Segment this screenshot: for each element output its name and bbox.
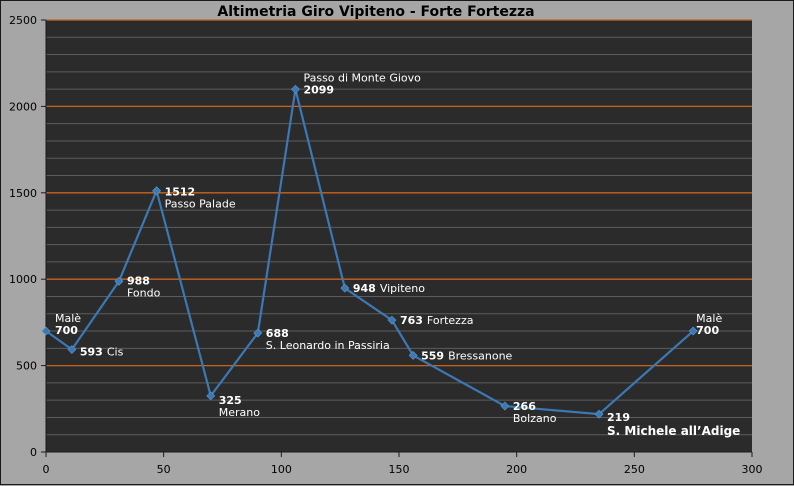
y-tick-label: 2500: [9, 14, 37, 27]
y-tick-label: 0: [30, 446, 37, 459]
point-name: Bressanone: [448, 349, 512, 362]
point-value: 1512: [165, 186, 196, 199]
grid-lines: [45, 19, 752, 453]
data-point-label: 688 S. Leonardo in Passiria: [266, 327, 390, 352]
point-name: Fortezza: [427, 314, 474, 327]
data-point-label: 593 Cis: [80, 346, 124, 359]
y-tick-label: 2000: [9, 100, 37, 113]
data-point-label: 266 Bolzano: [513, 400, 557, 425]
point-name: S. Leonardo in Passiria: [266, 339, 390, 352]
point-value: 688: [266, 327, 289, 340]
point-name: Merano: [219, 406, 260, 419]
data-point-marker: [114, 276, 124, 286]
point-name: Vipiteno: [380, 282, 425, 295]
data-point-label: 219 S. Michele all’Adige: [607, 411, 740, 438]
point-value: 2099: [303, 83, 334, 96]
data-markers: [41, 84, 698, 419]
point-value: 219: [607, 411, 630, 424]
data-point-label: 1512 Passo Palade: [165, 186, 236, 211]
chart-title: Altimetria Giro Vipiteno - Forte Fortezz…: [217, 4, 534, 20]
point-value: 988: [127, 274, 150, 287]
data-point-marker: [408, 350, 418, 360]
data-point-marker: [41, 326, 51, 336]
data-point-marker: [387, 315, 397, 325]
x-tick-label: 50: [157, 463, 171, 476]
data-point-label: Malè 700: [55, 312, 81, 337]
data-point-marker: [206, 391, 216, 401]
data-point-marker: [291, 84, 300, 94]
data-point-marker: [594, 409, 604, 419]
point-name: S. Michele all’Adige: [607, 424, 740, 438]
y-tick-label: 1500: [9, 187, 37, 200]
data-point-label: 559 Bressanone: [421, 349, 512, 362]
point-name: Fondo: [127, 286, 161, 299]
data-point-marker: [67, 345, 77, 354]
point-value: 559: [421, 349, 444, 362]
point-value: 700: [696, 324, 719, 337]
point-value: 325: [219, 394, 242, 407]
data-point-marker: [688, 326, 698, 336]
plot-area: [46, 20, 752, 452]
point-value: 948: [353, 282, 376, 295]
data-point-label: 948 Vipiteno: [353, 282, 425, 295]
point-name: Passo Palade: [165, 198, 236, 211]
data-point-label: Malè 700: [696, 312, 722, 337]
point-name: Cis: [107, 346, 124, 359]
point-name: Malè: [55, 312, 81, 325]
data-point-marker: [500, 401, 510, 411]
point-value: 763: [400, 314, 423, 327]
x-tick-label: 0: [43, 463, 50, 476]
x-tick-label: 200: [506, 463, 527, 476]
data-point-label: 988 Fondo: [127, 274, 161, 299]
point-name: Malè: [696, 312, 722, 325]
x-tick-label: 250: [624, 463, 645, 476]
x-tick-label: 100: [271, 463, 292, 476]
point-value: 593: [80, 346, 103, 359]
point-value: 266: [513, 400, 536, 413]
data-point-label: 763 Fortezza: [400, 314, 474, 327]
point-value: 700: [55, 324, 78, 337]
data-point-label: 325 Merano: [219, 394, 260, 419]
point-name: Bolzano: [513, 412, 557, 425]
axis-labels: 0 500 1000 1500 2000 2500 0 50 100 150 200 250 300: [9, 14, 763, 476]
data-point-label: Passo di Monte Giovo 2099: [303, 71, 421, 96]
y-tick-label: 500: [16, 360, 37, 373]
data-point-marker: [340, 283, 350, 293]
x-tick-label: 300: [742, 463, 763, 476]
y-tick-label: 1000: [9, 273, 37, 286]
data-point-marker: [253, 328, 263, 338]
point-name: Passo di Monte Giovo: [303, 71, 421, 84]
data-point-marker: [152, 186, 162, 196]
x-tick-label: 150: [389, 463, 410, 476]
